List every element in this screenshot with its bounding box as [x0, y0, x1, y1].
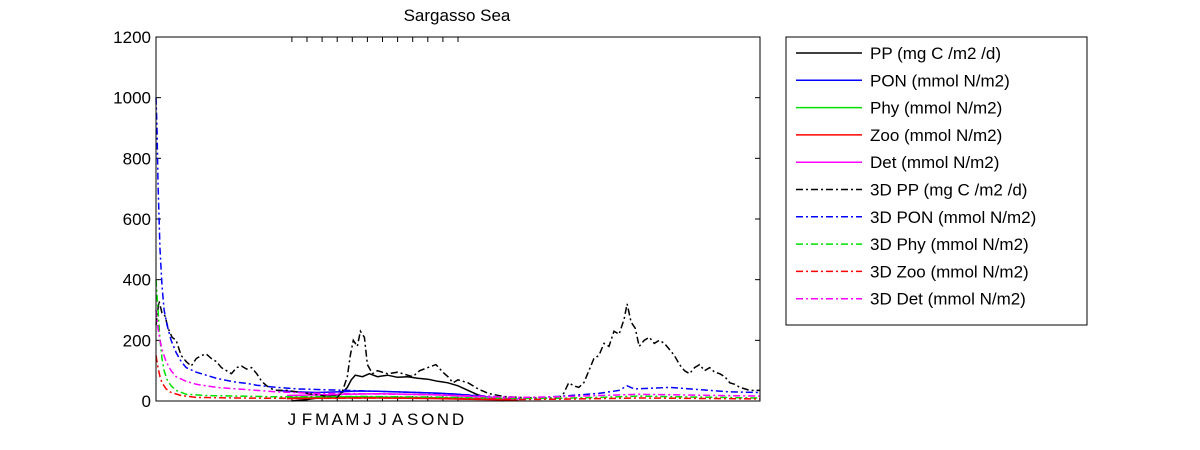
legend-label: 3D Zoo (mmol N/m2) [870, 262, 1029, 281]
x-tick-label: N [437, 410, 449, 429]
legend-label: PP (mg C /m2 /d) [870, 44, 1001, 63]
x-tick-label: J [288, 410, 297, 429]
y-axis: 0 200 400 600 800 1000 1200 [113, 28, 760, 411]
series-line [276, 389, 519, 401]
x-tick-label: J [363, 410, 372, 429]
y-tick-label: 1000 [113, 89, 151, 108]
x-tick-label: J [378, 410, 387, 429]
y-tick-label: 800 [123, 149, 151, 168]
y-tick-label: 400 [123, 271, 151, 290]
legend-label: 3D Det (mmol N/m2) [870, 290, 1026, 309]
y-tick-label: 1200 [113, 28, 151, 47]
legend-label: PON (mmol N/m2) [870, 71, 1010, 90]
y-tick-label: 0 [142, 392, 151, 411]
legend-label: Zoo (mmol N/m2) [870, 126, 1002, 145]
x-tick-label: S [407, 410, 418, 429]
x-tick-label: D [452, 410, 464, 429]
legend-label: Det (mmol N/m2) [870, 153, 999, 172]
x-tick-label: F [302, 410, 312, 429]
series-line [155, 309, 761, 399]
legend-label: 3D PP (mg C /m2 /d) [870, 181, 1027, 200]
legend-label: 3D PON (mmol N/m2) [870, 208, 1036, 227]
y-tick-label: 200 [123, 331, 151, 350]
x-tick-label: A [332, 410, 344, 429]
x-tick-label: M [315, 410, 329, 429]
chart-title: Sargasso Sea [404, 6, 511, 25]
legend-box [785, 36, 1088, 326]
legend-label: Phy (mmol N/m2) [870, 99, 1002, 118]
plot-frame [155, 36, 761, 402]
plot-lines [155, 97, 761, 402]
x-tick-label: O [421, 410, 434, 429]
y-tick-label: 600 [123, 210, 151, 229]
x-tick-label: A [392, 410, 404, 429]
series-line [155, 355, 761, 401]
x-tick-label: M [345, 410, 359, 429]
legend-label: 3D Phy (mmol N/m2) [870, 235, 1029, 254]
series-line [291, 372, 504, 402]
series-line [155, 300, 760, 399]
series-line [155, 279, 761, 400]
series-line [155, 97, 761, 399]
legend: PP (mg C /m2 /d) PON (mmol N/m2) Phy (mmol… [785, 36, 1088, 326]
